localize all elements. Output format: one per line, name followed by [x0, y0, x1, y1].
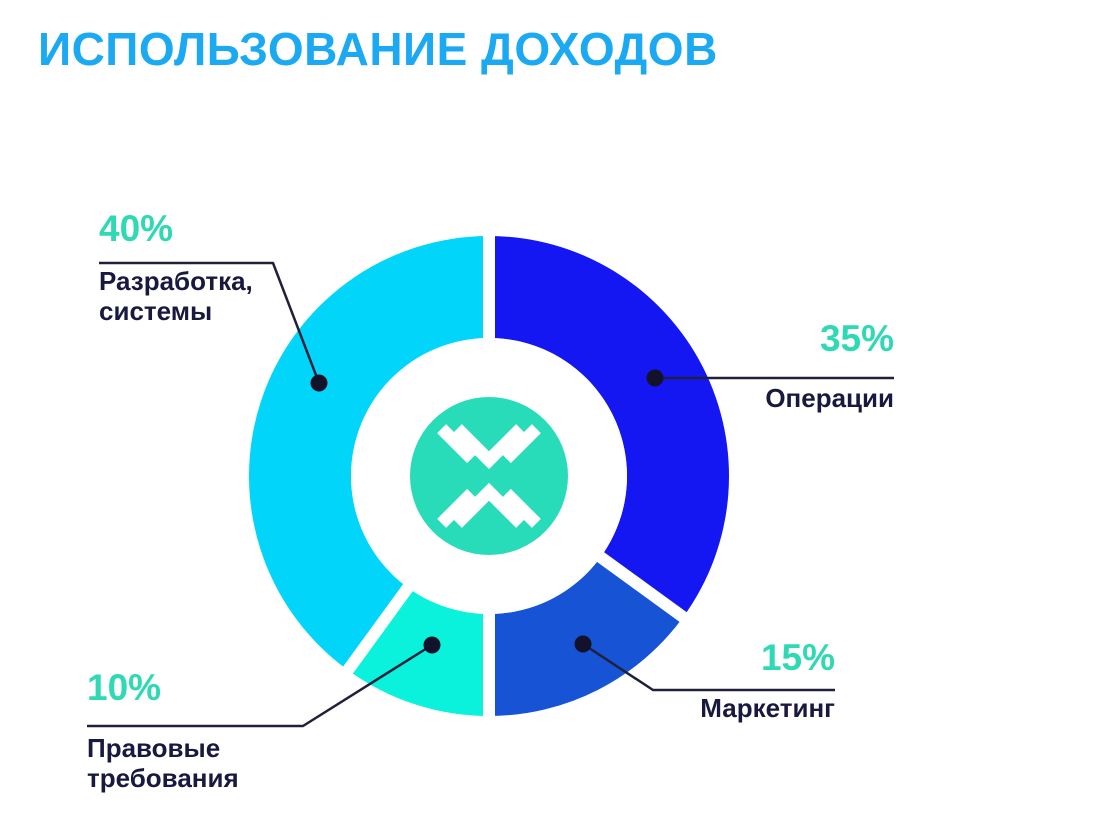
- callout-dot-development: [310, 374, 328, 392]
- label-operations: Операции: [765, 383, 894, 413]
- percent-development: 40%: [99, 208, 174, 249]
- page-title: ИСПОЛЬЗОВАНИЕ ДОХОДОВ: [38, 23, 718, 75]
- x-logo-icon: [437, 424, 541, 528]
- label-legal: Правовые требования: [87, 733, 239, 794]
- donut-segment-2: [347, 587, 489, 716]
- callout-lines: [87, 261, 894, 728]
- percent-legal: 10%: [87, 667, 162, 708]
- label-marketing: Маркетинг: [700, 693, 835, 723]
- leader-line-marketing: [582, 642, 835, 692]
- percent-operations: 35%: [819, 318, 894, 359]
- callout-dot-legal: [423, 636, 441, 654]
- callout-dots: [310, 369, 664, 654]
- label-development: Разработка, системы: [99, 266, 253, 327]
- center-logo: [410, 397, 568, 555]
- percent-marketing: 15%: [760, 637, 835, 678]
- callout-dot-operations: [646, 369, 664, 387]
- leader-line-legal: [87, 643, 433, 728]
- leader-line-development: [99, 261, 321, 384]
- logo-circle: [410, 397, 568, 555]
- donut-segment-0: [489, 236, 730, 618]
- callout-dot-marketing: [574, 635, 592, 653]
- donut-segment-3: [249, 236, 489, 671]
